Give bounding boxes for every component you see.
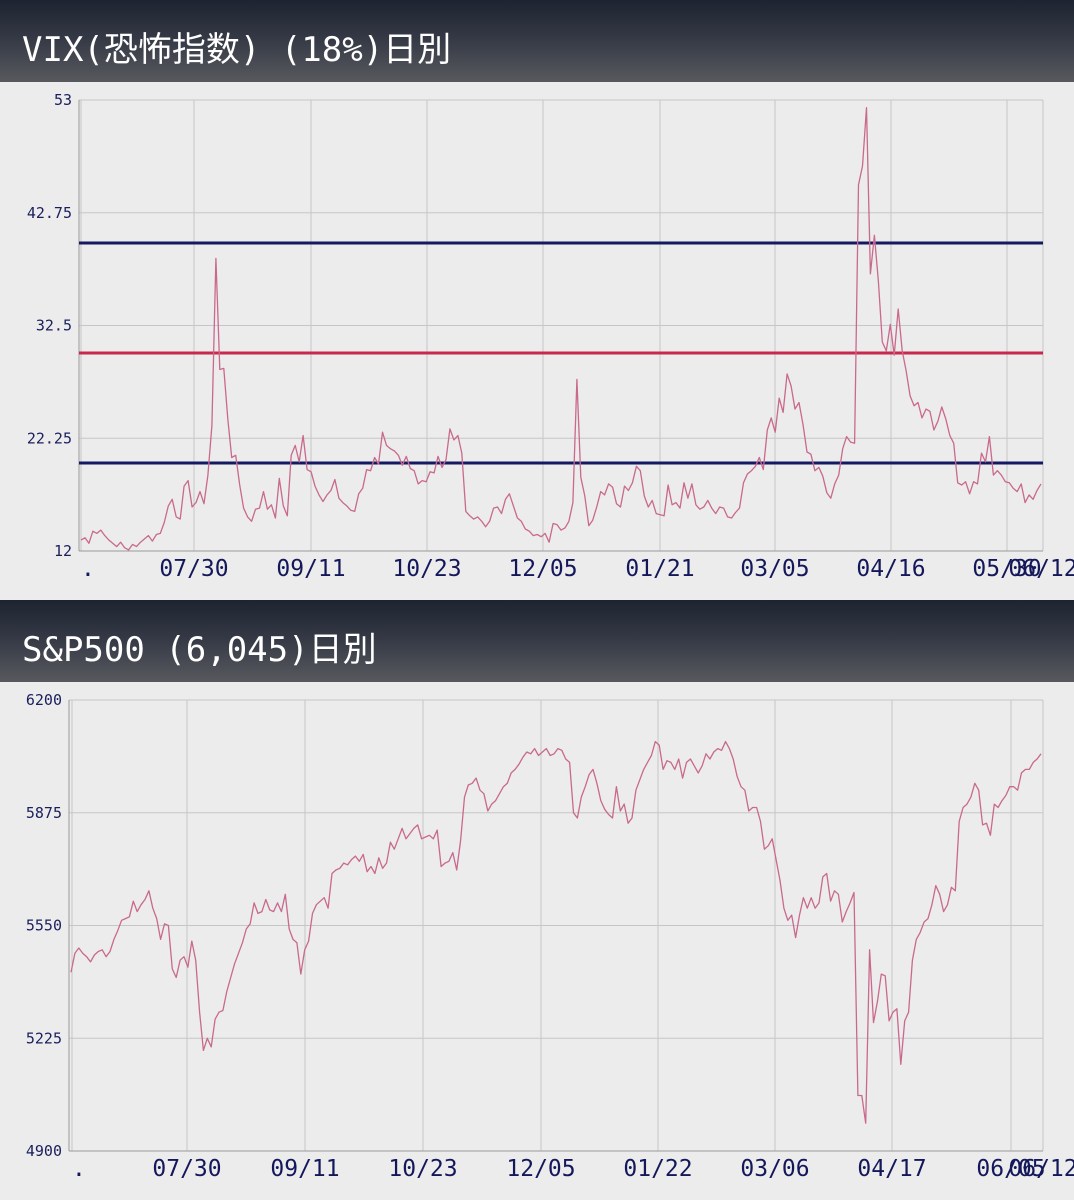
x-tick-label: 04/16 [856,556,925,582]
y-tick-label: 42.75 [27,204,72,222]
x-tick-label: 12/05 [506,1156,575,1182]
vix-chart-header: VIX(恐怖指数) (18%)日別 [0,0,1074,82]
x-tick-label: . [81,556,95,582]
y-tick-label: 53 [54,91,72,109]
x-tick-label: 05/30 [972,556,1041,582]
y-tick-label: 5875 [26,804,62,822]
y-tick-label: 5550 [26,917,62,935]
x-tick-label: 01/21 [625,556,694,582]
sp500-chart-header: S&P500 (6,045)日別 [0,600,1074,682]
y-tick-label: 5225 [26,1029,62,1047]
x-tick-label: 06/12 [1008,1156,1074,1182]
vix-chart-panel: VIX(恐怖指数) (18%)日別 53 42.75 32.5 22.25 12. 07/… [0,0,1074,582]
x-tick-label: 09/11 [270,1156,339,1182]
x-tick-label: 03/05 [740,556,809,582]
sp500-chart-panel: S&P500 (6,045)日別 6200 5875 5550 5225 4900. 07… [0,600,1074,1200]
x-tick-label: 10/23 [388,1156,457,1182]
y-tick-label: 32.5 [36,317,72,335]
x-tick-label: 09/11 [276,556,345,582]
y-tick-label: 6200 [26,691,62,709]
x-tick-label: 12/05 [508,556,577,582]
y-tick-label: 12 [54,542,72,560]
x-tick-label: . [72,1156,86,1182]
series-line [80,107,1042,551]
x-tick-label: 01/22 [623,1156,692,1182]
x-tick-label: 06/05 [976,1156,1045,1182]
sp500-line-chart: 6200 5875 5550 5225 4900. 07/30 09/11 10/23 12/0… [26,691,1074,1182]
sp500-chart-title: S&P500 (6,045)日別 [22,630,377,670]
y-tick-label: 22.25 [27,429,72,447]
x-tick-label: 06/12 [1008,556,1074,582]
x-tick-label: 03/06 [740,1156,809,1182]
series-line [70,740,1042,1124]
x-tick-label: 10/23 [392,556,461,582]
x-tick-label: 07/30 [159,556,228,582]
y-tick-label: 4900 [26,1142,62,1160]
x-tick-label: 04/17 [857,1156,926,1182]
x-tick-label: 07/30 [152,1156,221,1182]
vix-line-chart: 53 42.75 32.5 22.25 12. 07/30 09/11 10/23 12/05 0… [27,91,1074,582]
vix-chart-title: VIX(恐怖指数) (18%)日別 [22,30,452,70]
